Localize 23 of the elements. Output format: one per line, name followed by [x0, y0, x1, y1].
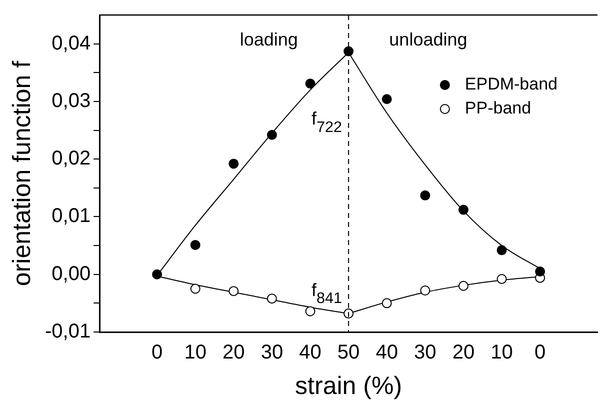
- x-tick-label: 40: [299, 342, 322, 364]
- x-tick-label: 30: [414, 342, 436, 364]
- annotation: loading: [240, 29, 298, 50]
- x-tick-label: 50: [337, 342, 360, 364]
- legend-label: EPDM-band: [464, 74, 558, 94]
- y-axis-title: orientation function f: [8, 60, 36, 286]
- y-tick-label: 0,03: [52, 90, 91, 112]
- x-tick-label: 10: [184, 342, 206, 364]
- y-tick-label: -0,01: [44, 320, 91, 343]
- y-tick-label: 0,02: [52, 148, 91, 170]
- x-tick-label: 20: [222, 342, 245, 364]
- x-tick-label: 0: [151, 342, 163, 364]
- y-tick-label: 0,01: [52, 205, 91, 228]
- x-tick-label: 30: [260, 342, 284, 364]
- x-tick-label: 0: [534, 342, 546, 364]
- x-axis-title: strain (%): [295, 372, 402, 400]
- x-tick-label: 10: [490, 342, 513, 364]
- x-tick-label: 20: [452, 342, 475, 364]
- legend-label: PP-band: [464, 98, 532, 118]
- annotation: unloading: [389, 29, 468, 50]
- y-tick-label: 0,00: [52, 262, 91, 285]
- x-tick-label: 40: [376, 342, 398, 364]
- y-tick-label: 0,04: [52, 32, 91, 54]
